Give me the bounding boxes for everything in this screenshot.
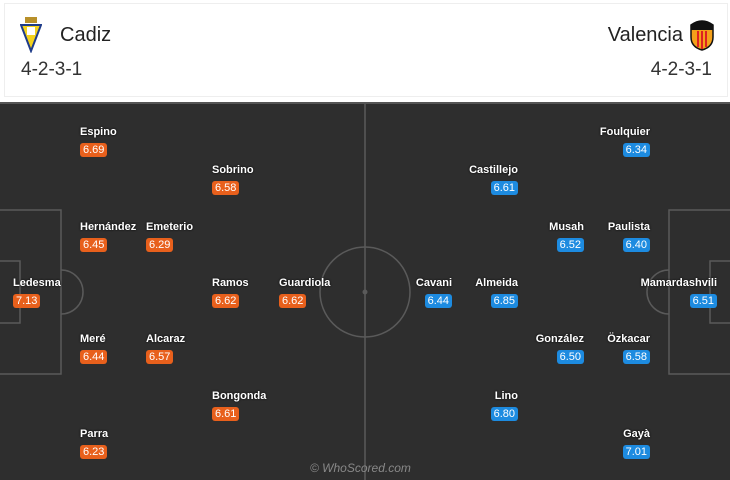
player-rating: 6.45 (80, 238, 108, 252)
away-player[interactable]: Mamardashvili 6.51 (641, 277, 717, 308)
home-team-name[interactable]: Cadiz (60, 24, 112, 46)
player-name[interactable]: Alcaraz (146, 333, 186, 345)
player-name[interactable]: Ledesma (13, 277, 61, 289)
player-name[interactable]: Mamardashvili (640, 277, 717, 289)
home-player[interactable]: Emeterio 6.29 (146, 221, 193, 252)
player-name[interactable]: Sobrino (212, 164, 254, 176)
player-rating: 6.58 (622, 350, 650, 364)
player-name[interactable]: Emeterio (146, 221, 194, 233)
home-player[interactable]: Alcaraz 6.57 (146, 333, 185, 364)
player-rating: 6.85 (490, 294, 518, 308)
player-rating: 6.44 (424, 294, 452, 308)
home-player[interactable]: Hernández 6.45 (80, 221, 136, 252)
pitch-lines (0, 104, 730, 480)
away-player[interactable]: Lino 6.80 (490, 390, 518, 421)
away-formation: 4-2-3-1 (650, 59, 712, 80)
away-player[interactable]: Foulquier 6.34 (600, 126, 650, 157)
player-name[interactable]: Castillejo (469, 164, 518, 176)
player-rating: 6.34 (622, 143, 650, 157)
home-player[interactable]: Sobrino 6.58 (212, 164, 254, 195)
valencia-crest-icon (690, 20, 714, 51)
cadiz-crest-icon (20, 17, 42, 53)
player-name[interactable]: Özkacar (607, 333, 650, 345)
away-team-name[interactable]: Valencia (607, 24, 683, 46)
player-name[interactable]: Cavani (415, 277, 452, 289)
away-player[interactable]: Castillejo 6.61 (469, 164, 518, 195)
away-player[interactable]: Özkacar 6.58 (607, 333, 650, 364)
player-rating: 6.52 (556, 238, 584, 252)
player-rating: 6.61 (212, 407, 240, 421)
away-player[interactable]: Gayà 7.01 (622, 428, 650, 459)
player-name[interactable]: Ramos (212, 277, 249, 289)
player-rating: 7.01 (622, 445, 650, 459)
home-player[interactable]: Espino 6.69 (80, 126, 117, 157)
player-rating: 6.57 (146, 350, 174, 364)
player-name[interactable]: Guardiola (279, 277, 331, 289)
home-player[interactable]: Parra 6.23 (80, 428, 108, 459)
home-player[interactable]: Meré 6.44 (80, 333, 108, 364)
player-rating: 6.29 (146, 238, 174, 252)
away-player[interactable]: Cavani 6.44 (416, 277, 452, 308)
player-rating: 6.80 (490, 407, 518, 421)
player-name[interactable]: Espino (80, 126, 117, 138)
player-rating: 6.58 (212, 181, 240, 195)
player-name[interactable]: Lino (494, 390, 518, 402)
player-name[interactable]: Parra (80, 428, 109, 440)
player-name[interactable]: Gayà (623, 428, 650, 440)
player-rating: 6.50 (556, 350, 584, 364)
player-rating: 6.44 (80, 350, 108, 364)
player-name[interactable]: Meré (80, 333, 106, 345)
home-player[interactable]: Guardiola 6.62 (279, 277, 330, 308)
home-player[interactable]: Ramos 6.62 (212, 277, 249, 308)
player-rating: 6.62 (279, 294, 307, 308)
whoscored-credit: © WhoScored.com (310, 461, 411, 475)
player-name[interactable]: Hernández (80, 221, 137, 233)
player-rating: 6.23 (80, 445, 108, 459)
away-player[interactable]: Almeida 6.85 (475, 277, 518, 308)
match-header: Cadiz 4-2-3-1 Valencia 4-2-3-1 (4, 3, 728, 97)
player-rating: 7.13 (13, 294, 41, 308)
away-player[interactable]: Paulista 6.40 (608, 221, 650, 252)
player-name[interactable]: Paulista (607, 221, 650, 233)
player-name[interactable]: Musah (549, 221, 584, 233)
player-rating: 6.61 (490, 181, 518, 195)
home-formation: 4-2-3-1 (21, 59, 83, 80)
player-rating: 6.69 (80, 143, 108, 157)
away-player[interactable]: González 6.50 (536, 333, 584, 364)
player-rating: 6.51 (689, 294, 717, 308)
player-name[interactable]: Almeida (475, 277, 518, 289)
player-name[interactable]: Bongonda (212, 390, 267, 402)
player-name[interactable]: Foulquier (599, 126, 650, 138)
player-rating: 6.40 (622, 238, 650, 252)
home-player[interactable]: Bongonda 6.61 (212, 390, 266, 421)
player-name[interactable]: González (535, 333, 584, 345)
away-player[interactable]: Musah 6.52 (549, 221, 584, 252)
player-rating: 6.62 (212, 294, 240, 308)
home-player[interactable]: Ledesma 7.13 (13, 277, 61, 308)
pitch: Espino 6.69 Sobrino 6.58 Hernández 6.45 Emeter… (0, 102, 730, 480)
